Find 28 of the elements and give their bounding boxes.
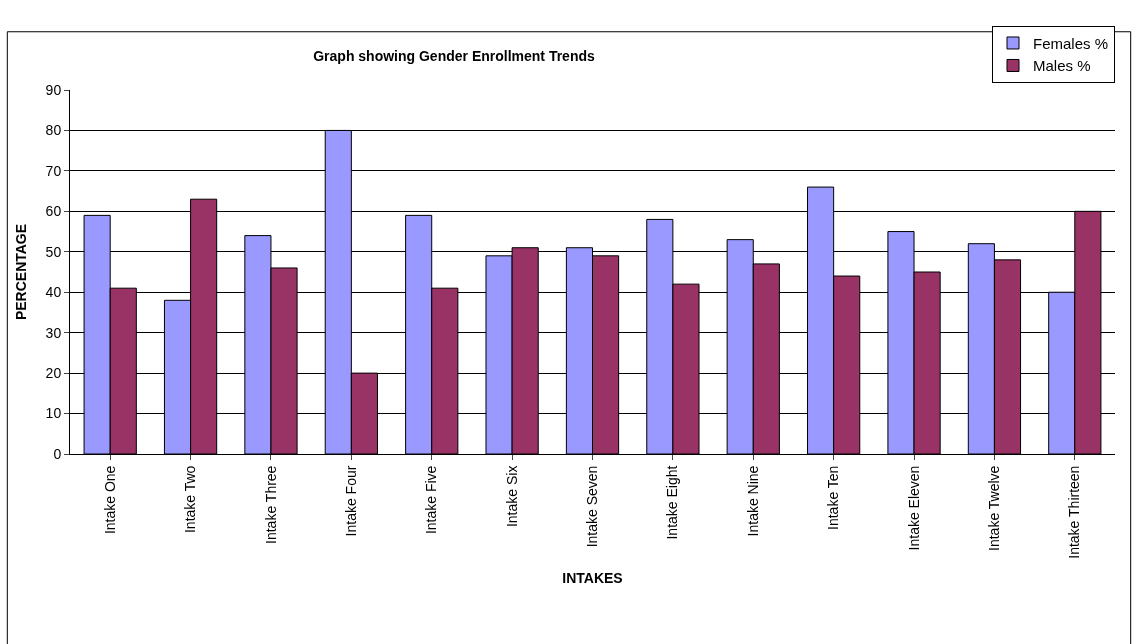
x-tick-label: Intake One xyxy=(101,465,118,535)
x-tick-label: Intake Two xyxy=(182,465,199,534)
x-tick-label: Intake Eight xyxy=(664,465,681,540)
y-tick-label: 0 xyxy=(53,445,62,462)
x-tick-label: Intake Five xyxy=(423,465,440,535)
y-tick-label: 60 xyxy=(45,203,62,220)
legend-label: Males % xyxy=(1033,57,1091,75)
y-tick-label: 70 xyxy=(45,162,62,179)
legend-label: Females % xyxy=(1033,34,1109,52)
x-tick-label: Intake Nine xyxy=(744,465,761,537)
x-tick-label: Intake Seven xyxy=(584,465,601,548)
y-tick-label: 10 xyxy=(45,405,62,422)
y-tick-label: 30 xyxy=(45,324,62,341)
y-axis-title: PERCENTAGE xyxy=(13,223,30,321)
x-axis-title: INTAKES xyxy=(562,570,623,587)
y-tick-label: 50 xyxy=(45,243,62,260)
x-tick-label: Intake Six xyxy=(503,465,520,528)
y-tick-label: 80 xyxy=(45,122,62,139)
y-tick-label: 90 xyxy=(45,81,62,98)
x-tick-label: Intake Thirteen xyxy=(1066,465,1083,559)
x-tick-label: Intake Twelve xyxy=(985,465,1002,551)
y-tick-label: 20 xyxy=(45,365,62,382)
y-tick-label: 40 xyxy=(45,284,62,301)
chart-title: Graph showing Gender Enrollment Trends xyxy=(313,48,596,65)
x-tick-label: Intake Ten xyxy=(825,465,842,530)
x-tick-label: Intake Four xyxy=(342,465,359,537)
x-tick-label: Intake Three xyxy=(262,465,279,544)
x-tick-label: Intake Eleven xyxy=(905,465,922,551)
